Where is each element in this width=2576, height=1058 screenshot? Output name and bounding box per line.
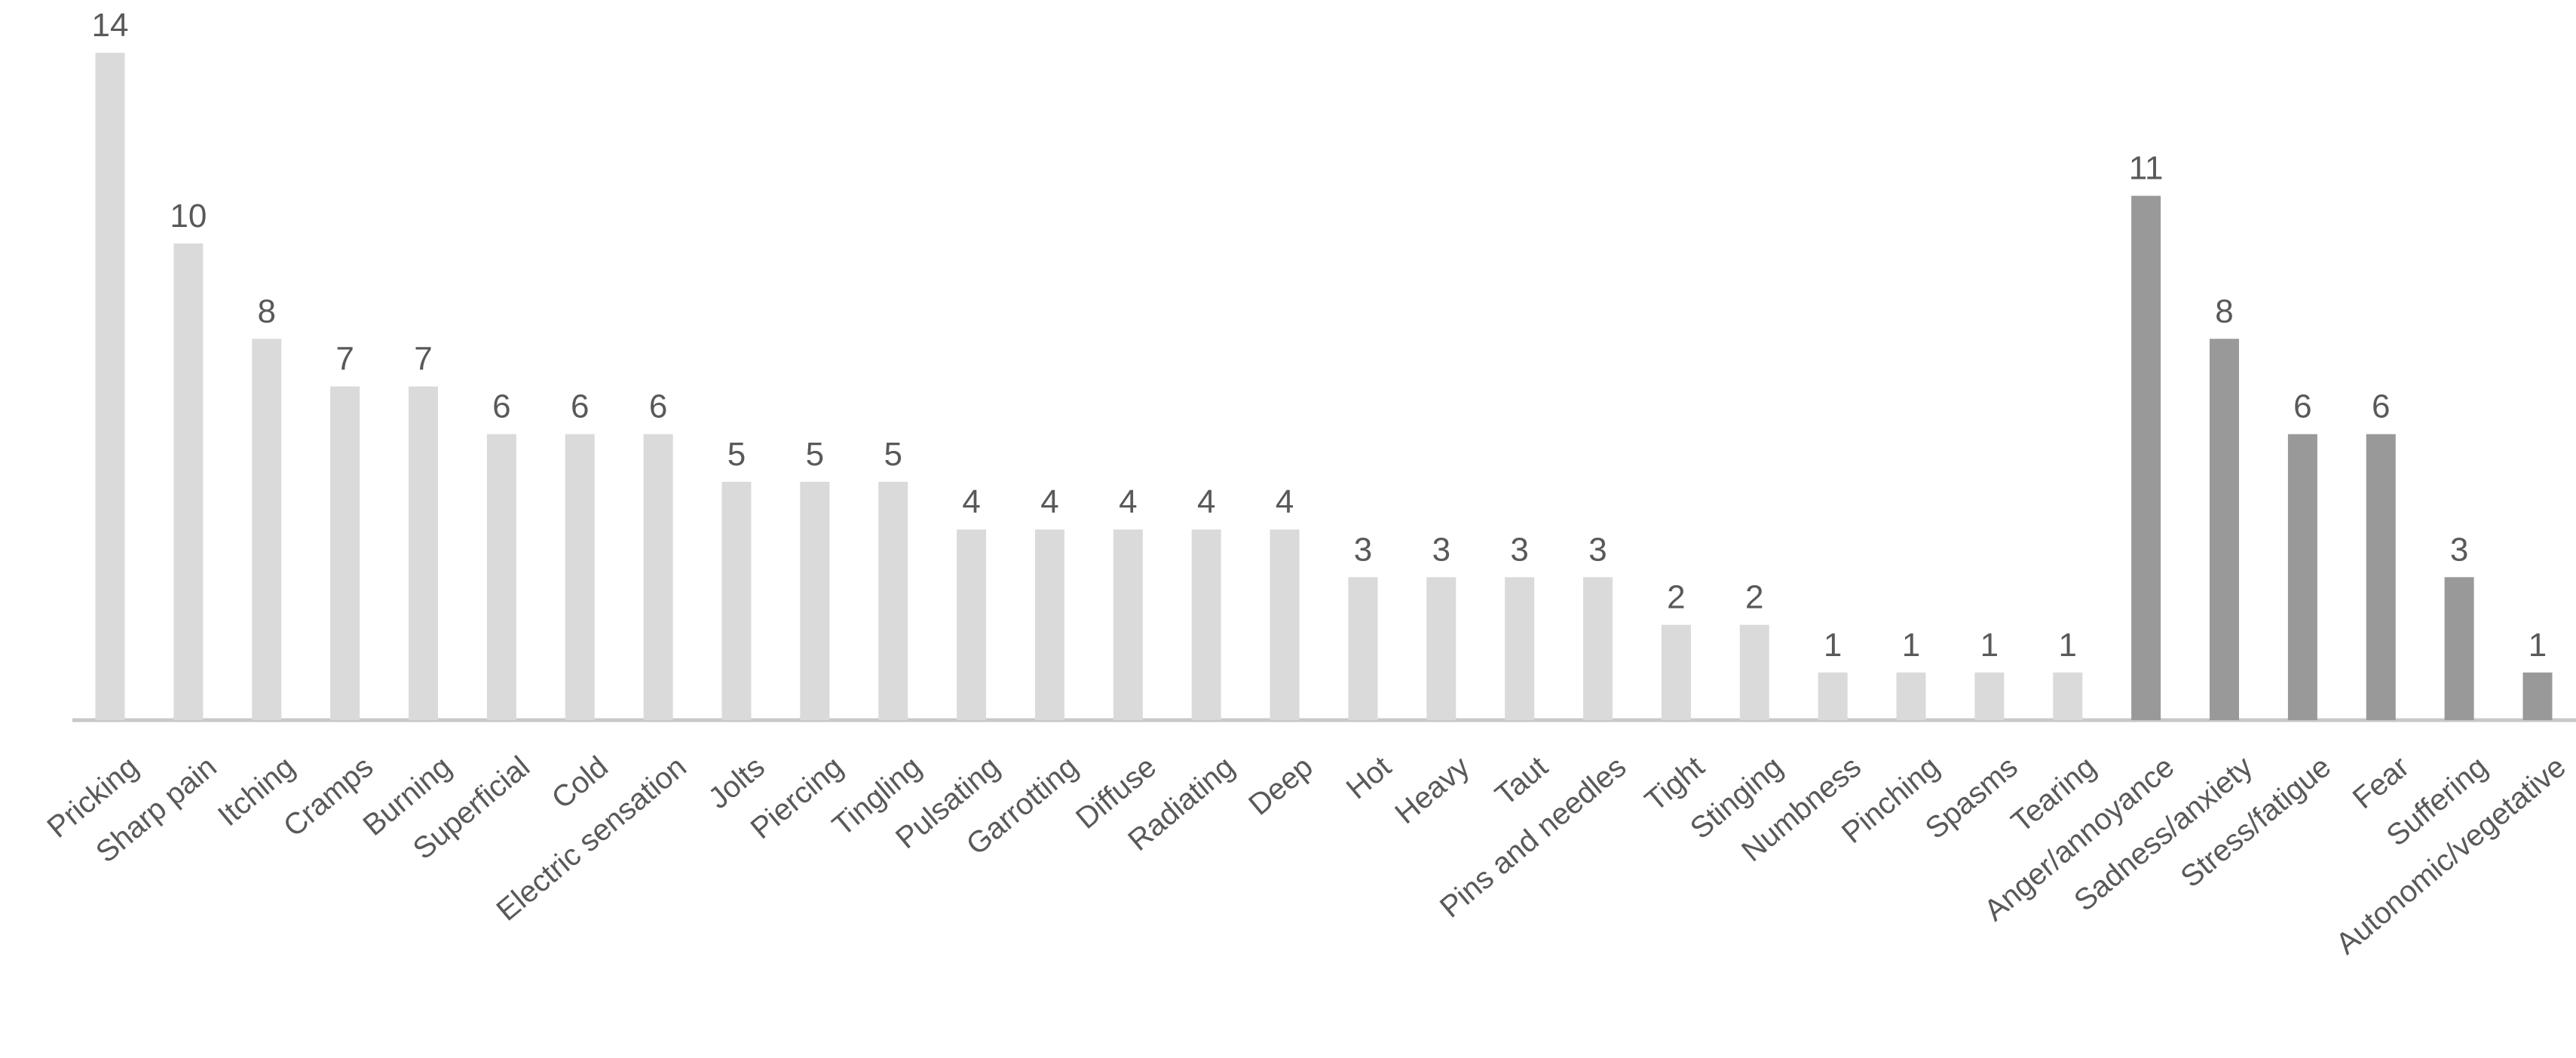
bar [2131, 195, 2161, 721]
bar [1191, 529, 1221, 720]
data-label: 14 [92, 7, 129, 44]
data-label: 4 [1197, 483, 1215, 520]
bar [2366, 434, 2396, 720]
data-label: 6 [492, 388, 510, 425]
bar [1034, 529, 1064, 720]
bar [408, 386, 438, 720]
bar [1974, 672, 2005, 720]
data-label: 8 [257, 293, 275, 330]
x-tick-label: Cramps [277, 750, 380, 844]
data-label: 3 [1432, 531, 1450, 568]
data-label: 10 [170, 198, 207, 235]
x-tick-label: Deep [1242, 750, 1319, 822]
x-tick-label: Fear [2347, 750, 2415, 816]
bar [1583, 577, 1613, 720]
data-label: 3 [1354, 531, 1372, 568]
data-label: 7 [414, 341, 432, 378]
data-label: 3 [2450, 531, 2468, 568]
bar [957, 529, 987, 720]
bar [1426, 577, 1456, 720]
bar [173, 243, 204, 720]
bar [643, 434, 673, 720]
data-label: 4 [1119, 483, 1137, 520]
data-label: 5 [884, 436, 902, 473]
data-label: 6 [649, 388, 667, 425]
data-label: 5 [806, 436, 824, 473]
x-tick-label: Cold [546, 750, 614, 816]
data-label: 8 [2215, 293, 2233, 330]
data-label: 6 [2372, 388, 2390, 425]
bar [800, 481, 830, 720]
bar [1113, 529, 1143, 720]
data-label: 6 [2293, 388, 2311, 425]
bar [2522, 672, 2553, 720]
bar [1348, 577, 1378, 720]
data-label: 4 [1040, 483, 1058, 520]
bar [2053, 672, 2083, 720]
bar [1505, 577, 1535, 720]
data-label: 2 [1745, 579, 1763, 616]
data-label: 1 [1824, 627, 1842, 664]
bar [565, 434, 595, 720]
data-label: 1 [2059, 627, 2077, 664]
x-tick-label: Taut [1489, 750, 1554, 812]
data-label: 7 [335, 341, 354, 378]
data-label: 3 [1588, 531, 1607, 568]
data-label: 3 [1510, 531, 1528, 568]
bar [330, 386, 360, 720]
x-tick-label: Jolts [702, 750, 770, 816]
bar [721, 481, 752, 720]
bar [95, 53, 125, 720]
bar [486, 434, 516, 720]
bar [2444, 577, 2474, 720]
data-label: 2 [1667, 579, 1685, 616]
bar [1270, 529, 1300, 720]
bar [1661, 624, 1691, 720]
x-tick-label: Heavy [1389, 750, 1475, 831]
data-label: 1 [1980, 627, 1999, 664]
bar [1896, 672, 1926, 720]
bar [2287, 434, 2317, 720]
bar [1739, 624, 1769, 720]
data-label: 1 [1902, 627, 1920, 664]
x-tick-label: Hot [1340, 750, 1398, 806]
data-label: 4 [962, 483, 980, 520]
bar [878, 481, 908, 720]
data-label: 4 [1276, 483, 1294, 520]
data-label: 5 [727, 436, 746, 473]
data-label: 11 [2129, 150, 2164, 187]
bar [2210, 339, 2240, 720]
data-label: 1 [2529, 627, 2547, 664]
bar [1818, 672, 1848, 720]
data-label: 6 [571, 388, 589, 425]
bar [252, 339, 282, 720]
